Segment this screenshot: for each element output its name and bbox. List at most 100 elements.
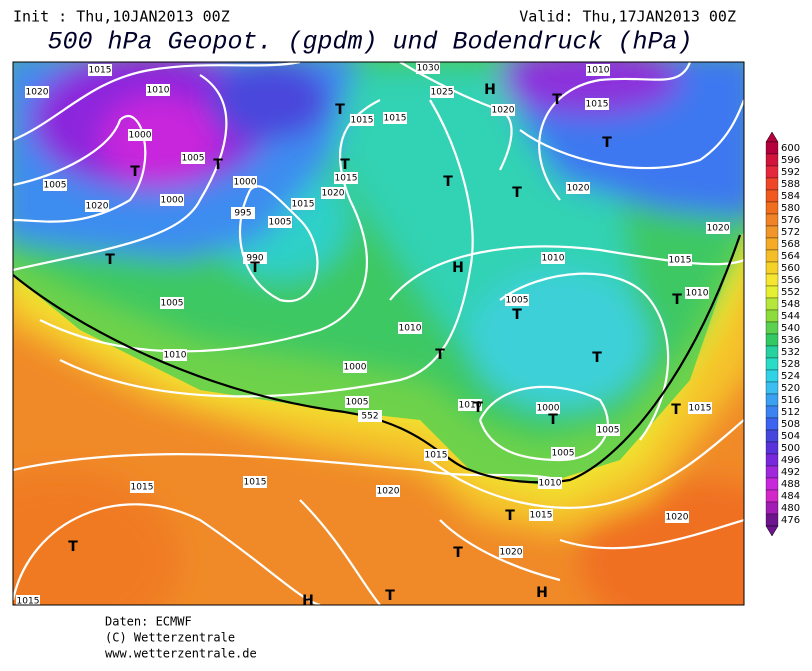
pressure-center: T	[671, 402, 681, 418]
legend-label: 528	[781, 359, 800, 370]
label-box	[586, 64, 610, 76]
label-box	[706, 222, 730, 234]
pressure-center: H	[302, 593, 314, 609]
isobar-label: 1010	[459, 401, 482, 411]
legend-swatch	[765, 465, 779, 479]
label-box	[491, 104, 515, 116]
label-box	[688, 402, 712, 414]
isobar-label: 1010	[399, 324, 422, 334]
pressure-center: T	[672, 292, 682, 308]
pressure-center: T	[443, 174, 453, 190]
label-box	[321, 187, 345, 199]
legend-swatch	[765, 513, 779, 527]
contour-552	[13, 234, 742, 484]
label-box	[430, 86, 454, 98]
pressure-center: T	[213, 157, 223, 173]
pressure-center: T	[453, 545, 463, 561]
pressure-center: H	[484, 82, 496, 98]
isobar-label: 1020	[492, 106, 515, 116]
pressure-center: T	[592, 350, 602, 366]
label-box	[25, 86, 49, 98]
label-box	[585, 98, 609, 110]
label-box	[424, 449, 448, 461]
legend-label: 552	[781, 287, 800, 298]
label-box	[343, 361, 367, 373]
label-box	[160, 194, 184, 206]
label-box	[85, 200, 109, 212]
label-box	[43, 179, 67, 191]
legend-label: 592	[781, 167, 800, 178]
color-legend: 6005965925885845805765725685645605565525…	[765, 131, 800, 537]
isobar-label: 990	[246, 254, 263, 264]
isobar-label: 1000	[161, 196, 184, 206]
legend-swatch	[765, 393, 779, 407]
isobar-label: 1005	[506, 296, 529, 306]
legend-swatch	[765, 345, 779, 359]
map-title: 500 hPa Geopot. (gpdm) und Bodendruck (h…	[47, 28, 692, 57]
label-box	[243, 252, 267, 264]
label-box	[146, 84, 170, 96]
isobar-label: 1015	[425, 451, 448, 461]
label-box	[130, 481, 154, 493]
label-box	[233, 176, 257, 188]
legend-swatch	[765, 189, 779, 203]
legend-label: 532	[781, 347, 800, 358]
pressure-center: T	[68, 539, 78, 555]
legend-label: 536	[781, 335, 800, 346]
isobar-label: 1005	[44, 181, 67, 191]
legend-label: 520	[781, 383, 800, 394]
label-box	[88, 64, 112, 76]
pressure-center: T	[512, 307, 522, 323]
legend-swatch	[765, 297, 779, 311]
legend-swatch	[765, 273, 779, 287]
isobar-label: 1005	[597, 426, 620, 436]
legend-label: 492	[781, 467, 800, 478]
isobar-label: 1010	[164, 351, 187, 361]
legend-swatch	[765, 261, 779, 275]
isobar-label: 1020	[707, 224, 730, 234]
legend-label: 588	[781, 179, 800, 190]
legend-label: 572	[781, 227, 800, 238]
legend-swatch	[765, 249, 779, 263]
isobar-label: 1005	[552, 449, 575, 459]
label-box	[566, 182, 590, 194]
legend-label: 508	[781, 419, 800, 430]
legend-label: 500	[781, 443, 800, 454]
legend-swatch	[765, 285, 779, 299]
isobar-label: 1015	[335, 174, 358, 184]
isobar-label: 1015	[669, 256, 692, 266]
isobar-label: 1015	[292, 200, 315, 210]
label-box	[231, 207, 255, 219]
label-box	[458, 399, 482, 411]
isobar-label: 1020	[26, 88, 49, 98]
pressure-center: T	[473, 400, 483, 416]
valid-time: Valid: Thu,17JAN2013 00Z	[519, 8, 736, 26]
label-box	[536, 402, 560, 414]
label-box	[243, 476, 267, 488]
isobar-label: 1010	[147, 86, 170, 96]
legend-swatch	[765, 441, 779, 455]
legend-label: 556	[781, 275, 800, 286]
label-box	[416, 62, 440, 74]
legend-swatch	[765, 177, 779, 191]
isobar-label: 1020	[322, 189, 345, 199]
pressure-center: T	[512, 185, 522, 201]
label-box	[345, 396, 369, 408]
label-box	[181, 152, 205, 164]
legend-swatch	[765, 417, 779, 431]
legend-swatch	[765, 237, 779, 251]
isobar-label: 1015	[530, 511, 553, 521]
legend-swatch	[765, 309, 779, 323]
legend-swatch	[765, 225, 779, 239]
legend-label: 600	[781, 143, 800, 154]
legend-label: 596	[781, 155, 800, 166]
label-box	[383, 112, 407, 124]
label-box	[160, 297, 184, 309]
legend-swatch	[765, 201, 779, 215]
isobar-label: 1000	[344, 363, 367, 373]
isobar-label: 1015	[89, 66, 112, 76]
label-box	[596, 424, 620, 436]
label-box	[268, 216, 292, 228]
